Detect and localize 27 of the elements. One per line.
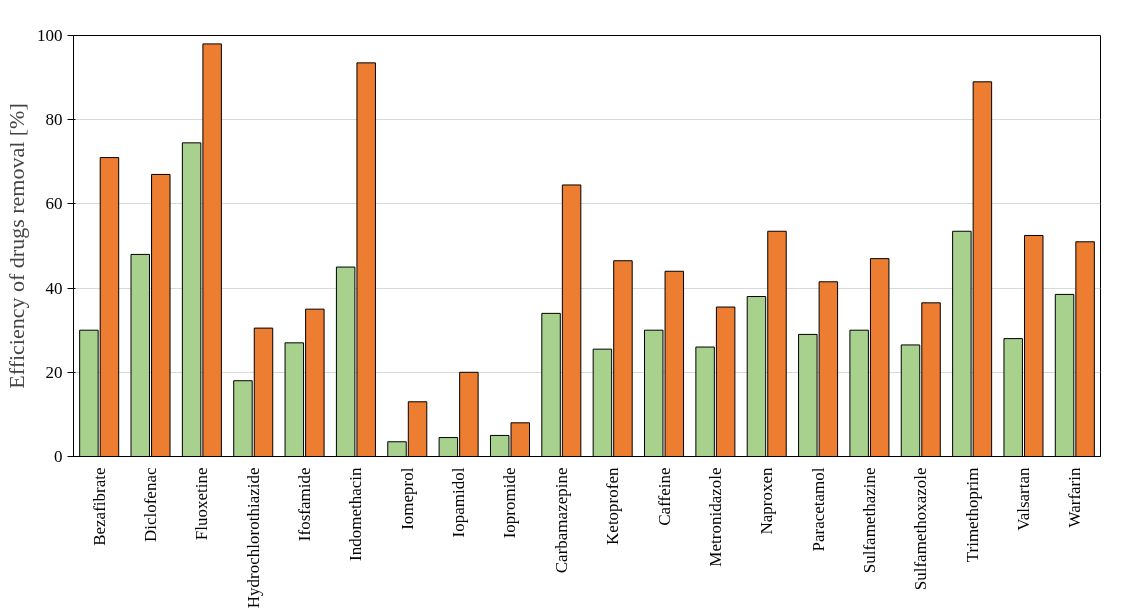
x-tick-label: Ifosfamide [295, 467, 315, 542]
x-tick-label: Bezafibrate [89, 467, 109, 546]
y-tick-label: 100 [37, 26, 63, 45]
y-axis-title: Efficiency of drugs removal [%] [4, 103, 29, 389]
x-tick-label: Trimethoprim [962, 467, 982, 563]
x-tick-label: Diclofenac [141, 467, 161, 543]
y-tick-label: 40 [45, 278, 63, 298]
x-tick-label: Indomethacin [346, 467, 366, 561]
x-tick-label: Carbamazepine [551, 467, 571, 574]
x-tick-label: Hydrochlorothiazide [243, 467, 263, 609]
x-tick-label: Paracetamol [808, 467, 828, 552]
y-tick-label: 0 [54, 447, 63, 466]
x-tick-label: Iomeprol [397, 467, 417, 530]
x-tick-label: Sulfamethazine [859, 467, 879, 574]
x-tick-label: Iopromide [500, 467, 520, 539]
x-tick-label: Warfarin [1065, 467, 1085, 528]
y-tick-label: 20 [45, 362, 63, 382]
x-tick-label: Valsartan [1013, 467, 1033, 531]
y-tick-label: 80 [45, 110, 63, 130]
x-tick-label: Sulfamethoxazole [911, 467, 931, 591]
x-tick-label: Metronidazole [705, 467, 725, 567]
x-tick-label: Iopamidol [449, 467, 469, 538]
x-tick-label: Naproxen [757, 467, 777, 535]
x-tick-label: Caffeine [654, 467, 674, 526]
y-tick-label: 60 [45, 194, 63, 214]
x-tick-label: Fluoxetine [192, 467, 212, 541]
x-tick-label: Ketoprofen [603, 467, 623, 545]
